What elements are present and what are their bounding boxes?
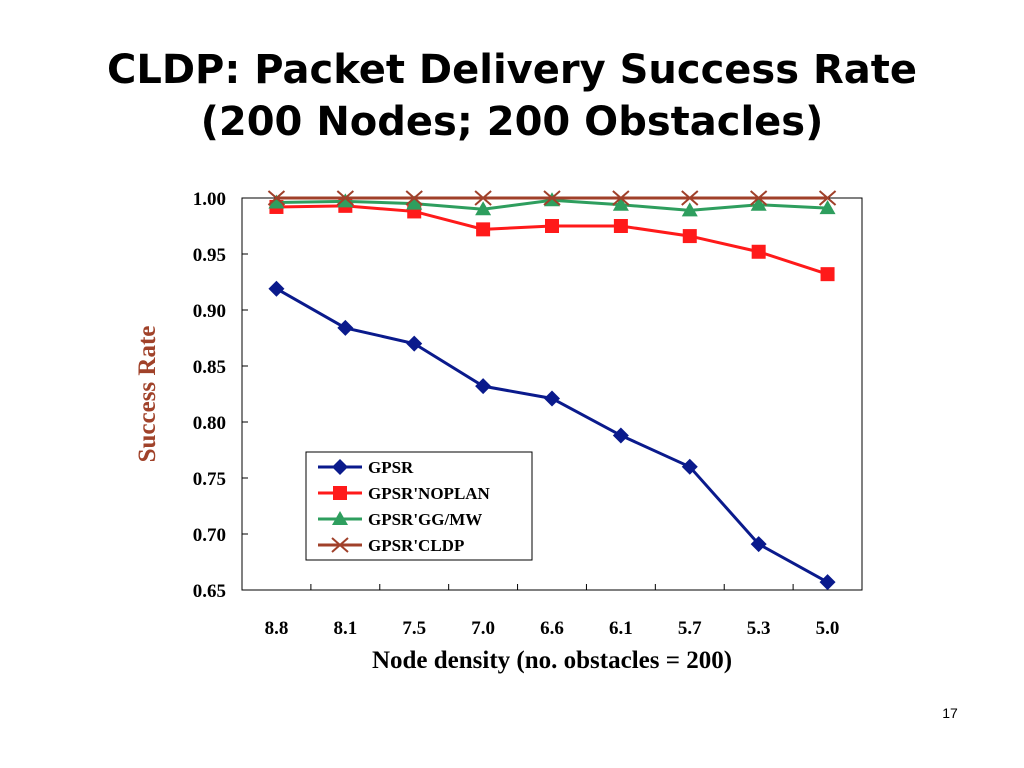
legend-marker: [331, 537, 349, 553]
data-point-diamond: [612, 427, 629, 444]
data-point-x: [818, 190, 837, 206]
x-tick-label: 5.0: [816, 618, 840, 639]
data-point-square: [751, 244, 766, 259]
x-marker-stroke: [818, 190, 837, 206]
data-point-square: [613, 219, 628, 233]
x-marker-stroke: [331, 537, 349, 553]
data-point-square: [682, 229, 697, 244]
slide-title-line1: CLDP: Packet Delivery Success Rate: [106, 47, 918, 93]
data-point-x: [267, 190, 286, 206]
legend-label: GPSR'NOPLAN: [368, 484, 491, 503]
data-point-triangle: [750, 196, 767, 211]
y-tick-label: 0.85: [193, 357, 226, 378]
data-point-diamond: [268, 280, 285, 297]
x-tick-label: 7.5: [402, 618, 426, 639]
x-marker-stroke: [681, 190, 699, 206]
data-point-x: [474, 190, 492, 206]
y-tick-label: 0.70: [193, 525, 226, 546]
data-point-diamond: [337, 319, 354, 336]
x-tick-label: 5.7: [678, 618, 702, 639]
data-point-triangle: [681, 202, 698, 217]
x-marker-stroke: [543, 190, 561, 206]
x-marker-stroke: [750, 190, 768, 206]
data-point-square: [476, 222, 491, 237]
data-point-triangle: [819, 200, 836, 215]
y-tick-label: 0.90: [193, 301, 226, 322]
page-number: 17: [942, 705, 958, 721]
data-point-x: [543, 190, 561, 206]
data-point-triangle: [268, 194, 285, 209]
y-tick-label: 0.75: [193, 469, 226, 490]
data-point-diamond: [819, 574, 836, 591]
data-point-triangle: [612, 196, 629, 211]
data-point-diamond: [406, 335, 423, 352]
y-tick-label: 0.65: [193, 581, 226, 602]
data-point-diamond: [750, 536, 767, 553]
x-tick-label: 6.1: [609, 618, 633, 639]
x-tick-label: 8.1: [333, 618, 357, 639]
x-tick-label: 6.6: [540, 618, 564, 639]
data-point-diamond: [544, 390, 560, 407]
legend-label: GPSR'GG/MW: [368, 510, 482, 529]
data-point-x: [405, 190, 423, 206]
legend-marker: [333, 486, 347, 500]
data-point-x: [336, 190, 354, 206]
y-tick-label: 0.95: [193, 245, 226, 266]
x-marker-stroke: [405, 190, 423, 206]
data-point-diamond: [475, 378, 492, 395]
y-axis-label: Success Rate: [134, 326, 161, 463]
data-point-x: [681, 190, 699, 206]
slide-title: CLDP: Packet Delivery Success Rate (200 …: [0, 44, 1024, 148]
data-point-triangle: [475, 201, 492, 216]
data-point-x: [612, 190, 630, 206]
data-point-x: [750, 190, 768, 206]
y-tick-label: 1.00: [193, 189, 226, 210]
data-point-diamond: [681, 458, 698, 475]
data-point-triangle: [337, 193, 354, 208]
legend-label: GPSR: [368, 458, 414, 477]
slide-title-line2: (200 Nodes; 200 Obstacles): [200, 99, 824, 145]
x-marker-stroke: [267, 190, 286, 206]
series-line-1: [276, 204, 829, 276]
legend-marker: [332, 459, 348, 475]
data-point-triangle: [406, 195, 423, 210]
data-point-square: [820, 267, 835, 282]
x-tick-label: 7.0: [471, 618, 495, 639]
x-tick-label: 5.3: [747, 618, 771, 639]
x-axis-label: Node density (no. obstacles = 200): [372, 647, 732, 674]
y-tick-label: 0.80: [193, 413, 226, 434]
x-marker-stroke: [612, 190, 630, 206]
x-tick-label: 8.8: [265, 618, 289, 639]
x-marker-stroke: [474, 190, 492, 206]
legend-marker: [332, 511, 348, 525]
legend-label: GPSR'CLDP: [368, 536, 464, 555]
x-marker-stroke: [336, 190, 354, 206]
data-point-square: [545, 219, 559, 233]
